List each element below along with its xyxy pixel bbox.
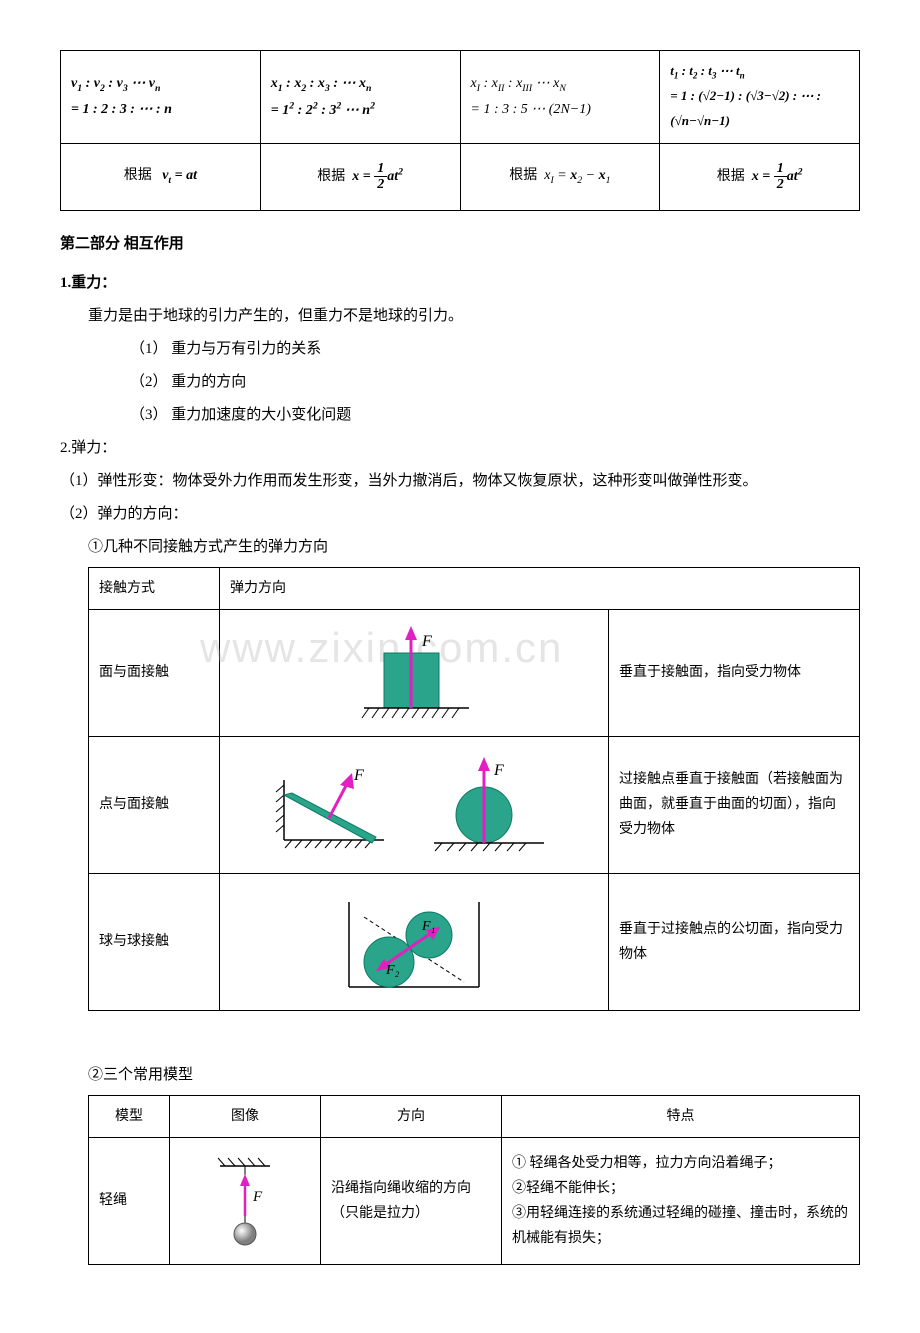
elastic-title: 2.弹力： — [60, 435, 860, 462]
header-cell: 图像 — [170, 1095, 321, 1137]
contact-table: 接触方式 弹力方向 面与面接触 F 垂直于接触面，指向受力物体 — [88, 567, 860, 1011]
diagram-cell: F F — [220, 736, 609, 873]
formula-table: v1 : v2 : v3 ⋯ vn= 1 : 2 : 3 : ⋯ : n x1 … — [60, 50, 860, 211]
gravity-desc: 重力是由于地球的引力产生的，但重力不是地球的引力。 — [88, 303, 860, 330]
elastic-p1: （1）弹性形变：物体受外力作用而发生形变，当外力撤消后，物体又恢复原状，这种形变… — [60, 468, 860, 495]
header-cell: 接触方式 — [89, 567, 220, 609]
basis-label: 根据 — [124, 168, 152, 183]
table-row: 点与面接触 — [89, 736, 860, 873]
table-row: 模型 图像 方向 特点 — [89, 1095, 860, 1137]
direction-cell: 沿绳指向绳收缩的方向（只能是拉力） — [321, 1137, 502, 1264]
svg-text:F: F — [493, 762, 504, 779]
table-row: 面与面接触 F 垂直于接触面，指向受力物体 — [89, 609, 860, 736]
elastic-sub1: ①几种不同接触方式产生的弹力方向 — [88, 534, 860, 561]
feature-cell: ① 轻绳各处受力相等，拉力方向沿着绳子； ②轻绳不能伸长； ③用轻绳连接的系统通… — [502, 1137, 860, 1264]
basis-label: 根据 — [509, 168, 537, 183]
header-cell: 弹力方向 — [220, 567, 860, 609]
table-row: 球与球接触 F₁ F₂ 垂直于过接触点的公切面，指向受力物体 — [89, 873, 860, 1010]
direction-desc: 垂直于过接触点的公切面，指向受力物体 — [609, 873, 860, 1010]
direction-desc: 过接触点垂直于接触面（若接触面为曲面，就垂直于曲面的切面），指向受力物体 — [609, 736, 860, 873]
header-cell: 特点 — [502, 1095, 860, 1137]
diagram-cell: F — [170, 1137, 321, 1264]
table-row: 根据 vt = at 根据 x = 12at2 根据 xI = x2 − x1 … — [61, 143, 860, 210]
face-face-diagram: F — [314, 618, 514, 728]
contact-type: 球与球接触 — [89, 873, 220, 1010]
ball-ball-diagram: F₁ F₂ — [304, 882, 524, 1002]
gravity-point: （1） 重力与万有引力的关系 — [130, 336, 860, 363]
svg-text:F₁: F₁ — [421, 919, 435, 934]
svg-text:F: F — [252, 1189, 263, 1205]
contact-type: 点与面接触 — [89, 736, 220, 873]
formula-cell: v1 : v2 : v3 ⋯ vn= 1 : 2 : 3 : ⋯ : n — [61, 51, 261, 144]
model-name: 轻绳 — [89, 1137, 170, 1264]
formula-cell: t1 : t2 : t3 ⋯ tn= 1 : (√2−1) : (√3−√2) … — [660, 51, 860, 144]
formula-cell: xI : xII : xIII ⋯ xN= 1 : 3 : 5 ⋯ (2N−1) — [460, 51, 660, 144]
basis-cell: 根据 x = 12at2 — [260, 143, 460, 210]
model-table: 模型 图像 方向 特点 轻绳 — [88, 1095, 860, 1265]
direction-desc: 垂直于接触面，指向受力物体 — [609, 609, 860, 736]
header-cell: 方向 — [321, 1095, 502, 1137]
gravity-point: （3） 重力加速度的大小变化问题 — [130, 402, 860, 429]
gravity-point: （2） 重力的方向 — [130, 369, 860, 396]
point-face-diagram: F F — [254, 745, 574, 865]
table-row: 轻绳 F — [89, 1137, 860, 1264]
formula-cell: x1 : x2 : x3 : ⋯ xn= 12 : 22 : 32 ⋯ n2 — [260, 51, 460, 144]
table-row: 接触方式 弹力方向 — [89, 567, 860, 609]
svg-text:F: F — [353, 767, 364, 784]
elastic-p2: （2）弹力的方向： — [60, 501, 860, 528]
section-heading: 第二部分 相互作用 — [60, 231, 860, 258]
basis-cell: 根据 xI = x2 − x1 — [460, 143, 660, 210]
svg-text:F₂: F₂ — [385, 963, 400, 978]
basis-label: 根据 — [317, 169, 345, 184]
elastic-sub2: ②三个常用模型 — [88, 1062, 860, 1089]
svg-text:F: F — [421, 633, 432, 650]
gravity-title: 1.重力： — [60, 270, 860, 297]
header-cell: 模型 — [89, 1095, 170, 1137]
table-row: v1 : v2 : v3 ⋯ vn= 1 : 2 : 3 : ⋯ : n x1 … — [61, 51, 860, 144]
diagram-cell: F — [220, 609, 609, 736]
basis-label: 根据 — [717, 169, 745, 184]
diagram-cell: F₁ F₂ — [220, 873, 609, 1010]
basis-cell: 根据 vt = at — [61, 143, 261, 210]
rope-diagram: F — [190, 1146, 300, 1256]
contact-type: 面与面接触 — [89, 609, 220, 736]
basis-cell: 根据 x = 12at2 — [660, 143, 860, 210]
